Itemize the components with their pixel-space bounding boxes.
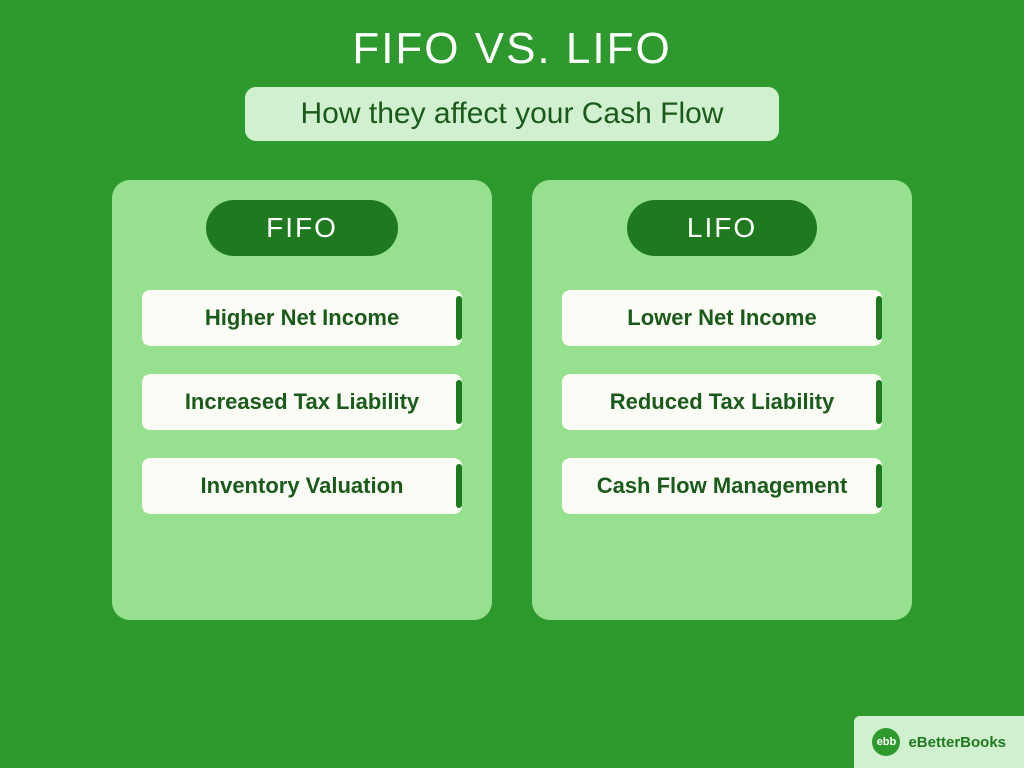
lifo-header-label: LIFO [687,212,757,243]
columns-container: FIFO Higher Net Income Increased Tax Lia… [112,180,912,620]
accent-bar [876,464,882,508]
brand-name: eBetterBooks [908,734,1006,751]
fifo-header-pill: FIFO [206,200,398,256]
brand-badge: ebb eBetterBooks [854,716,1024,768]
lifo-item-label: Reduced Tax Liability [610,389,835,415]
fifo-item-label: Increased Tax Liability [185,389,419,415]
lifo-item: Reduced Tax Liability [562,374,882,430]
accent-bar [456,464,462,508]
lifo-item: Cash Flow Management [562,458,882,514]
infographic-canvas: FIFO VS. LIFO How they affect your Cash … [0,0,1024,768]
accent-bar [876,296,882,340]
fifo-card: FIFO Higher Net Income Increased Tax Lia… [112,180,492,620]
fifo-item: Higher Net Income [142,290,462,346]
subtitle-text: How they affect your Cash Flow [301,97,724,131]
lifo-card: LIFO Lower Net Income Reduced Tax Liabil… [532,180,912,620]
fifo-header-label: FIFO [266,212,338,243]
fifo-item-label: Inventory Valuation [201,473,404,499]
lifo-item: Lower Net Income [562,290,882,346]
main-title: FIFO VS. LIFO [352,24,671,74]
accent-bar [876,380,882,424]
lifo-item-label: Cash Flow Management [597,473,848,499]
brand-logo-icon: ebb [872,728,900,756]
accent-bar [456,380,462,424]
fifo-item: Inventory Valuation [142,458,462,514]
fifo-item-label: Higher Net Income [205,305,399,331]
brand-logo-text: ebb [877,736,897,748]
accent-bar [456,296,462,340]
lifo-item-label: Lower Net Income [627,305,816,331]
lifo-header-pill: LIFO [627,200,817,256]
fifo-item: Increased Tax Liability [142,374,462,430]
subtitle-pill: How they affect your Cash Flow [242,84,783,144]
